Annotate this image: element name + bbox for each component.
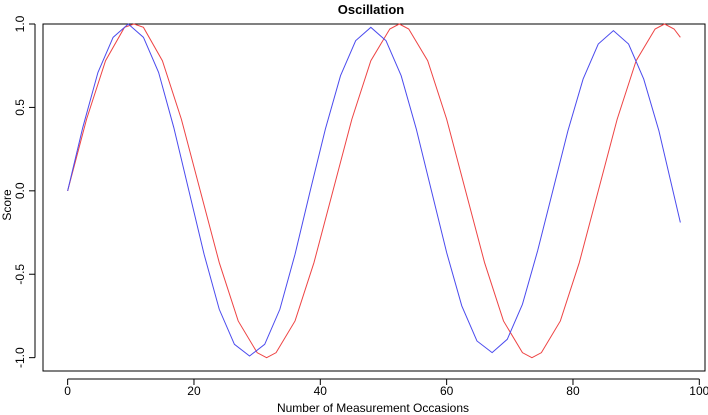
series-layer bbox=[67, 23, 681, 359]
y-axis-label: Score bbox=[0, 189, 14, 221]
x-tick-label: 60 bbox=[440, 384, 454, 398]
series-line-2 bbox=[67, 23, 681, 357]
x-tick-label: 40 bbox=[314, 384, 328, 398]
y-tick-label: -0.5 bbox=[13, 264, 27, 285]
plot-area-frame bbox=[42, 23, 706, 372]
x-tick-label: 100 bbox=[689, 384, 708, 398]
y-tick-label: -1.0 bbox=[13, 347, 27, 368]
y-tick-label: 0.0 bbox=[13, 182, 27, 199]
x-axis-label: Number of Measurement Occasions bbox=[277, 401, 469, 415]
x-tick-label: 0 bbox=[64, 384, 71, 398]
x-tick-label: 80 bbox=[566, 384, 580, 398]
series-line-1 bbox=[67, 23, 681, 359]
chart-title: Oscillation bbox=[338, 2, 405, 17]
x-axis: 0 20 40 60 80 100 bbox=[64, 378, 708, 398]
y-tick-label: 0.5 bbox=[13, 99, 27, 116]
y-tick-label: 1.0 bbox=[13, 15, 27, 32]
x-tick-label: 20 bbox=[187, 384, 201, 398]
y-axis: -1.0 -0.5 0.0 0.5 1.0 bbox=[13, 15, 36, 368]
